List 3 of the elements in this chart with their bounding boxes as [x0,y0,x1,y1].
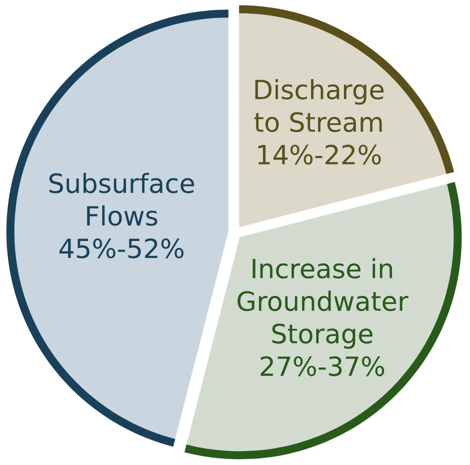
slice-label: Discharge to Stream 14%-22% [254,79,384,165]
slice-label: Subsurface Flows 45%-52% [49,172,194,258]
slice-label: Increase in Groundwater Storage 27%-37% [238,258,408,376]
